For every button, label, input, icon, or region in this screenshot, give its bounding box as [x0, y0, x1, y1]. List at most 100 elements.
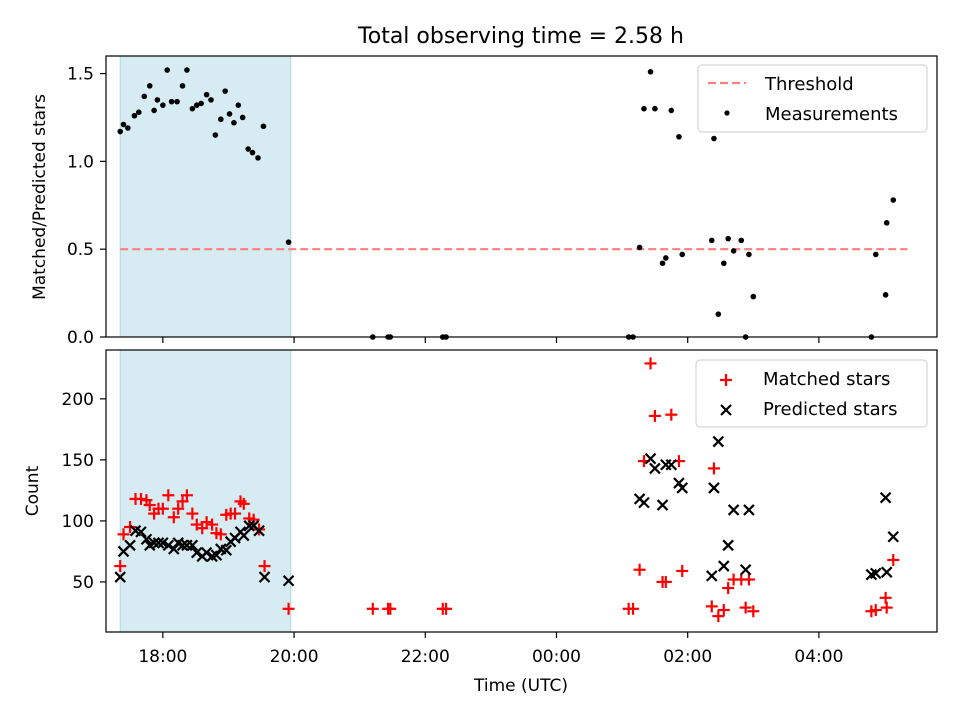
bottom-xtick-label: 02:00 [663, 647, 712, 667]
matched-star-point [282, 602, 295, 615]
predicted-star-point [186, 539, 199, 552]
top-ytick-label: 1.0 [67, 152, 94, 172]
bottom-xtick-label: 04:00 [794, 647, 843, 667]
predicted-star-point [722, 539, 734, 552]
measurement-point [668, 107, 675, 114]
measurement-point [168, 98, 175, 105]
measurement-point [151, 107, 157, 114]
top-legend: Threshold Measurements [697, 64, 928, 133]
bottom-panel-frame [105, 349, 938, 633]
predicted-star-point [869, 567, 882, 580]
predicted-star-point [727, 504, 740, 516]
bottom-shaded-span [119, 349, 292, 633]
legend-predicted-handle [720, 404, 732, 416]
matched-star-point [186, 507, 199, 520]
measurement-point [647, 69, 654, 75]
matched-star-point [237, 497, 250, 510]
bottom-ytick-label: 200 [62, 390, 94, 410]
predicted-star-point [258, 571, 271, 583]
predicted-star-point [712, 435, 725, 448]
matched-star-point [156, 502, 169, 515]
matched-star-point [384, 602, 397, 615]
predicted-star-point [282, 574, 295, 587]
legend-matched-handle [720, 374, 732, 386]
predicted-star-point [190, 546, 203, 559]
predicted-star-point [718, 560, 730, 572]
measurement-point [231, 119, 237, 126]
measurement-point [738, 237, 745, 244]
measurement-point [708, 237, 715, 244]
legend-measurements-handle [724, 110, 730, 116]
predicted-star-point [124, 539, 136, 552]
predicted-star-point [638, 496, 650, 509]
matched-star-point [712, 610, 725, 623]
measurement-point [160, 102, 166, 108]
measurement-point [715, 311, 722, 317]
top-shaded-span [119, 55, 292, 338]
matched-star-point [167, 511, 180, 524]
predicted-star-point [135, 526, 147, 538]
bottom-legend: Matched stars Predicted stars [695, 359, 928, 428]
legend-threshold-label: Threshold [764, 74, 854, 95]
matched-star-point [633, 563, 646, 576]
predicted-star-point [705, 570, 718, 582]
measurement-point [239, 114, 246, 121]
matched-star-point [258, 560, 271, 573]
measurement-point [189, 105, 196, 112]
legend-predicted-label: Predicted stars [763, 399, 897, 420]
measurement-point [146, 83, 153, 89]
predicted-star-point [168, 543, 180, 555]
bottom-xtick-label: 20:00 [270, 647, 319, 667]
bottom-ytick-label: 150 [62, 451, 94, 471]
matched-star-point [134, 492, 147, 505]
matched-star-point [200, 516, 213, 529]
predicted-star-point [743, 504, 755, 516]
matched-star-point [229, 507, 242, 520]
measurement-point [193, 102, 200, 108]
matched-star-point [176, 495, 189, 508]
matched-star-point [172, 502, 185, 515]
measurement-point [131, 112, 138, 119]
measurement-point [164, 67, 171, 73]
matched-star-point [676, 564, 689, 577]
predicted-star-point [253, 524, 265, 537]
matched-star-point [117, 528, 130, 541]
measurement-point [679, 251, 686, 258]
measurement-point [218, 116, 224, 123]
matched-star-point [627, 602, 640, 615]
measurement-point [249, 149, 256, 156]
predicted-star-point [140, 533, 153, 545]
predicted-star-point [880, 566, 893, 578]
measurement-point [720, 260, 727, 267]
measurement-point [184, 67, 190, 73]
bottom-xtick-label: 18:00 [138, 647, 187, 667]
measurement-point [676, 133, 682, 140]
matched-star-point [739, 601, 752, 614]
matched-star-point [869, 604, 882, 617]
measurement-point [222, 88, 228, 94]
measurement-point [245, 146, 251, 152]
measurement-point [882, 292, 889, 298]
measurement-point [235, 102, 242, 108]
matched-star-point [124, 521, 137, 534]
measurement-point [141, 93, 148, 100]
predicted-star-point [237, 529, 250, 542]
measurement-point [208, 97, 214, 103]
measurement-point [890, 197, 897, 203]
predicted-star-point [176, 539, 189, 552]
measurement-point [711, 135, 717, 142]
predicted-star-point [676, 482, 689, 494]
measurement-point [730, 248, 737, 254]
measurement-point [746, 251, 752, 258]
predicted-star-point [220, 544, 233, 556]
matched-star-point [887, 553, 900, 566]
matched-star-point [247, 513, 260, 526]
figure-title: Total observing time = 2.58 h [357, 24, 684, 49]
measurement-point [117, 128, 124, 135]
measurement-point [636, 244, 643, 251]
matched-star-point [206, 518, 219, 531]
bottom-xtick-label: 22:00 [401, 647, 450, 667]
matched-star-point [717, 604, 730, 617]
matched-star-point [705, 600, 718, 613]
